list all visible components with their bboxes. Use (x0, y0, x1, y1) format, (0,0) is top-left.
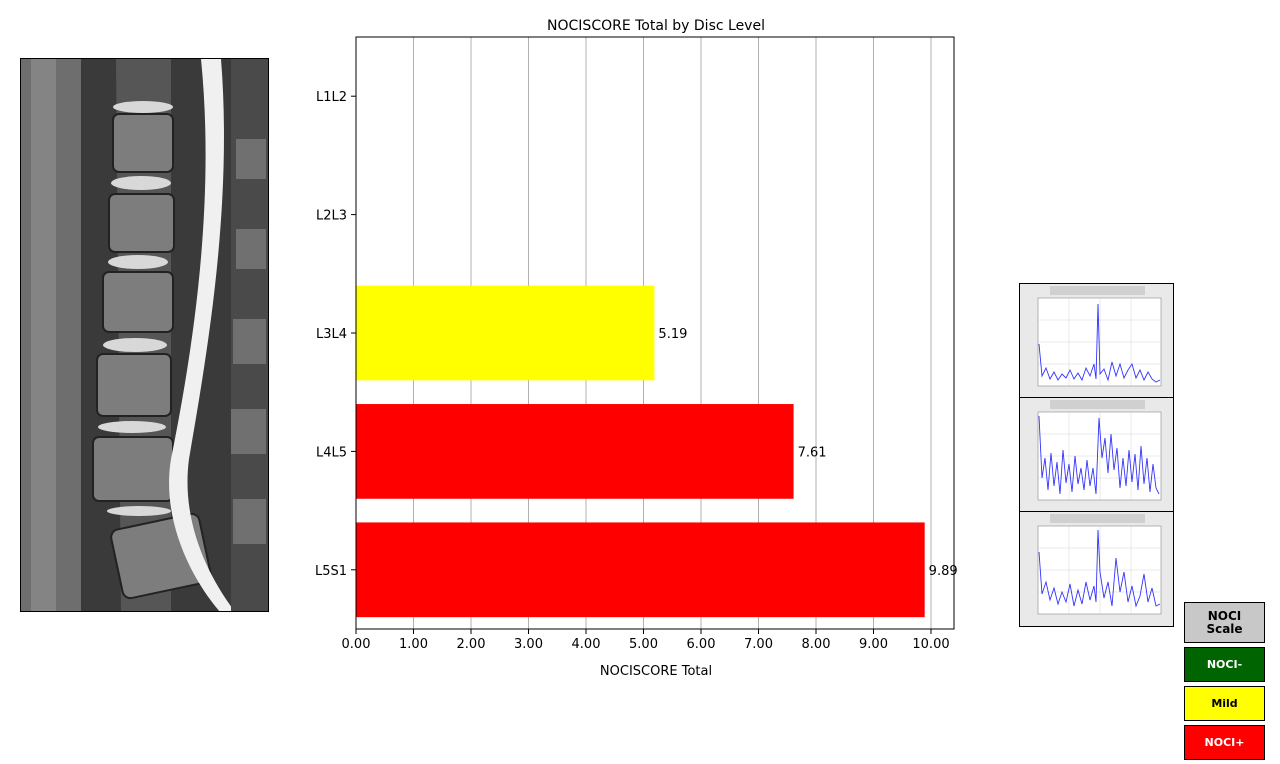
legend-item-noci-scale: NOCI Scale (1184, 602, 1265, 643)
x-tick-label: 4.00 (572, 637, 601, 652)
bar-l4l5 (356, 404, 794, 499)
spectrum-plot (1037, 514, 1162, 615)
bar-l3l4 (356, 285, 655, 381)
x-tick-label: 6.00 (687, 637, 716, 652)
spectrum-panel-l4l5 (1020, 398, 1173, 512)
y-tick-label: L5S1 (315, 564, 347, 579)
x-tick-label: 1.00 (399, 637, 428, 652)
data-label: 9.89 (929, 564, 958, 579)
legend-label: NOCI- (1206, 658, 1243, 671)
x-tick-label: 3.00 (514, 637, 543, 652)
axis-ticks: 0.00 1.00 2.00 3.00 4.00 5.00 6.00 7.00 8.00 9.00… (315, 90, 950, 652)
x-tick-label: 2.00 (457, 637, 486, 652)
noci-scale-legend: NOCI Scale NOCI- Mild NOCI+ (1184, 602, 1265, 764)
mri-graphic (21, 59, 268, 611)
data-label: 7.61 (798, 445, 827, 460)
x-tick-label: 7.00 (744, 637, 773, 652)
x-tick-label: 5.00 (629, 637, 658, 652)
chart-title: NOCISCORE Total by Disc Level (547, 18, 765, 34)
spectrum-panel-l3l4 (1020, 284, 1173, 398)
x-tick-label: 0.00 (342, 637, 371, 652)
bar-chart-svg: NOCISCORE Total by Disc Level NOCISCORE … (315, 18, 958, 679)
y-tick-label: L3L4 (316, 327, 347, 342)
spectra-panel-stack (1019, 283, 1174, 627)
legend-item-mild: Mild (1184, 686, 1265, 721)
bar-l5s1 (356, 522, 925, 618)
spectrum-plot (1037, 286, 1162, 387)
legend-label: NOCI Scale (1206, 608, 1243, 636)
bars: 5.19 7.61 9.89 (356, 285, 958, 618)
x-tick-label: 8.00 (802, 637, 831, 652)
data-label: 5.19 (658, 327, 687, 342)
y-tick-label: L4L5 (316, 445, 347, 460)
legend-label: NOCI+ (1204, 736, 1245, 749)
spectrum-panel-l5s1 (1020, 512, 1173, 626)
y-tick-label: L1L2 (316, 90, 347, 105)
nociscore-chart: NOCISCORE Total by Disc Level NOCISCORE … (300, 10, 980, 690)
x-axis-label: NOCISCORE Total (600, 664, 712, 679)
spectrum-plot (1037, 400, 1162, 501)
legend-item-noci-plus: NOCI+ (1184, 725, 1265, 760)
legend-item-noci-minus: NOCI- (1184, 647, 1265, 682)
x-tick-label: 9.00 (859, 637, 888, 652)
mri-sagittal-image (20, 58, 269, 612)
x-tick-label: 10.00 (912, 637, 949, 652)
y-tick-label: L2L3 (316, 209, 347, 224)
legend-label: Mild (1211, 697, 1238, 710)
